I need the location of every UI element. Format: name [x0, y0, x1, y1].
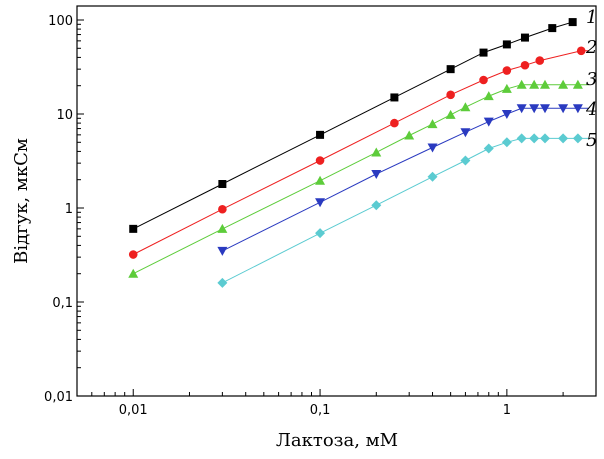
data-point-triangle-up: [315, 175, 326, 185]
data-point-diamond: [539, 133, 550, 144]
data-point-triangle-down: [427, 143, 438, 153]
data-point-diamond: [558, 133, 569, 144]
data-point-circle: [390, 118, 399, 128]
data-point-triangle-up: [483, 91, 494, 101]
data-point-triangle-up: [371, 147, 382, 157]
series-labels: 1 2 3 4 5: [585, 7, 597, 151]
data-point-circle: [576, 46, 586, 56]
data-point-triangle-down: [460, 128, 471, 138]
data-point-circle: [520, 60, 530, 70]
series-2-line: [132, 50, 589, 255]
plot-frame: [76, 5, 597, 397]
data-point-triangle-down: [217, 246, 228, 256]
data-point-triangle-down: [529, 104, 540, 114]
data-point-triangle-up: [501, 83, 512, 93]
data-point-triangle-down: [371, 169, 382, 179]
data-point-triangle-down: [483, 117, 494, 127]
data-point-diamond: [315, 228, 326, 239]
series-curves: [132, 20, 589, 284]
y-tick-label: 1: [65, 202, 73, 217]
data-point-triangle-up: [404, 130, 415, 140]
data-point-diamond: [516, 133, 527, 144]
y-tick-label: 0,1: [52, 296, 73, 311]
x-axis-title: Лактоза, мМ: [276, 430, 398, 451]
data-point-square: [502, 40, 511, 49]
data-point-square: [218, 180, 227, 189]
series-1-label: 1: [586, 7, 597, 28]
series-1-line: [132, 20, 575, 230]
data-point-square: [520, 33, 529, 42]
axis-ticks: 0,01 0,1 1 0,01 0,1 1 10 100: [44, 14, 597, 418]
y-tick-label: 10: [56, 108, 73, 123]
data-point-triangle-up: [217, 223, 228, 233]
data-point-triangle-up: [572, 79, 583, 89]
data-point-triangle-down: [539, 104, 550, 114]
data-point-square: [548, 24, 557, 33]
series-4-line: [222, 107, 589, 252]
data-point-circle: [315, 156, 325, 165]
data-point-circle: [446, 90, 455, 100]
data-point-triangle-up: [128, 268, 139, 278]
x-tick-label: 1: [503, 403, 511, 418]
series-markers: [128, 18, 586, 288]
data-point-triangle-up: [516, 79, 527, 89]
data-point-triangle-down: [572, 104, 583, 114]
data-point-triangle-up: [539, 79, 550, 89]
data-point-triangle-up: [529, 79, 540, 89]
series-4-label: 4: [585, 99, 597, 120]
series-2-label: 2: [585, 37, 597, 58]
data-point-triangle-up: [460, 102, 471, 112]
data-point-diamond: [529, 133, 540, 144]
data-point-triangle-down: [501, 110, 512, 119]
data-point-circle: [479, 75, 488, 85]
data-point-diamond: [217, 277, 228, 288]
data-point-triangle-up: [445, 109, 456, 119]
data-point-circle: [218, 204, 227, 214]
data-point-square: [568, 18, 577, 27]
data-point-circle: [128, 250, 138, 259]
data-point-triangle-down: [315, 198, 326, 208]
data-point-diamond: [460, 155, 471, 166]
x-tick-label: 0,01: [119, 403, 148, 418]
data-point-square: [129, 224, 138, 233]
data-point-diamond: [427, 171, 438, 182]
data-point-diamond: [483, 143, 494, 154]
data-point-square: [316, 130, 325, 139]
data-point-square: [479, 48, 488, 57]
data-point-triangle-up: [427, 119, 438, 129]
data-point-diamond: [371, 200, 382, 211]
y-axis-title: Відгук, мкСм: [11, 138, 32, 264]
data-point-square: [390, 93, 399, 102]
series-3-label: 3: [586, 69, 597, 90]
data-point-diamond: [501, 137, 512, 148]
y-tick-label: 0,01: [44, 390, 73, 405]
data-point-triangle-down: [516, 104, 527, 114]
data-point-square: [446, 65, 455, 74]
series-3-line: [132, 84, 589, 275]
series-5-label: 5: [586, 130, 597, 151]
data-point-triangle-down: [558, 104, 569, 114]
data-point-diamond: [572, 133, 583, 144]
data-point-triangle-up: [558, 79, 569, 89]
data-point-circle: [502, 66, 512, 75]
x-tick-label: 0,1: [310, 403, 331, 418]
y-tick-label: 100: [48, 14, 73, 29]
data-point-circle: [535, 56, 545, 65]
